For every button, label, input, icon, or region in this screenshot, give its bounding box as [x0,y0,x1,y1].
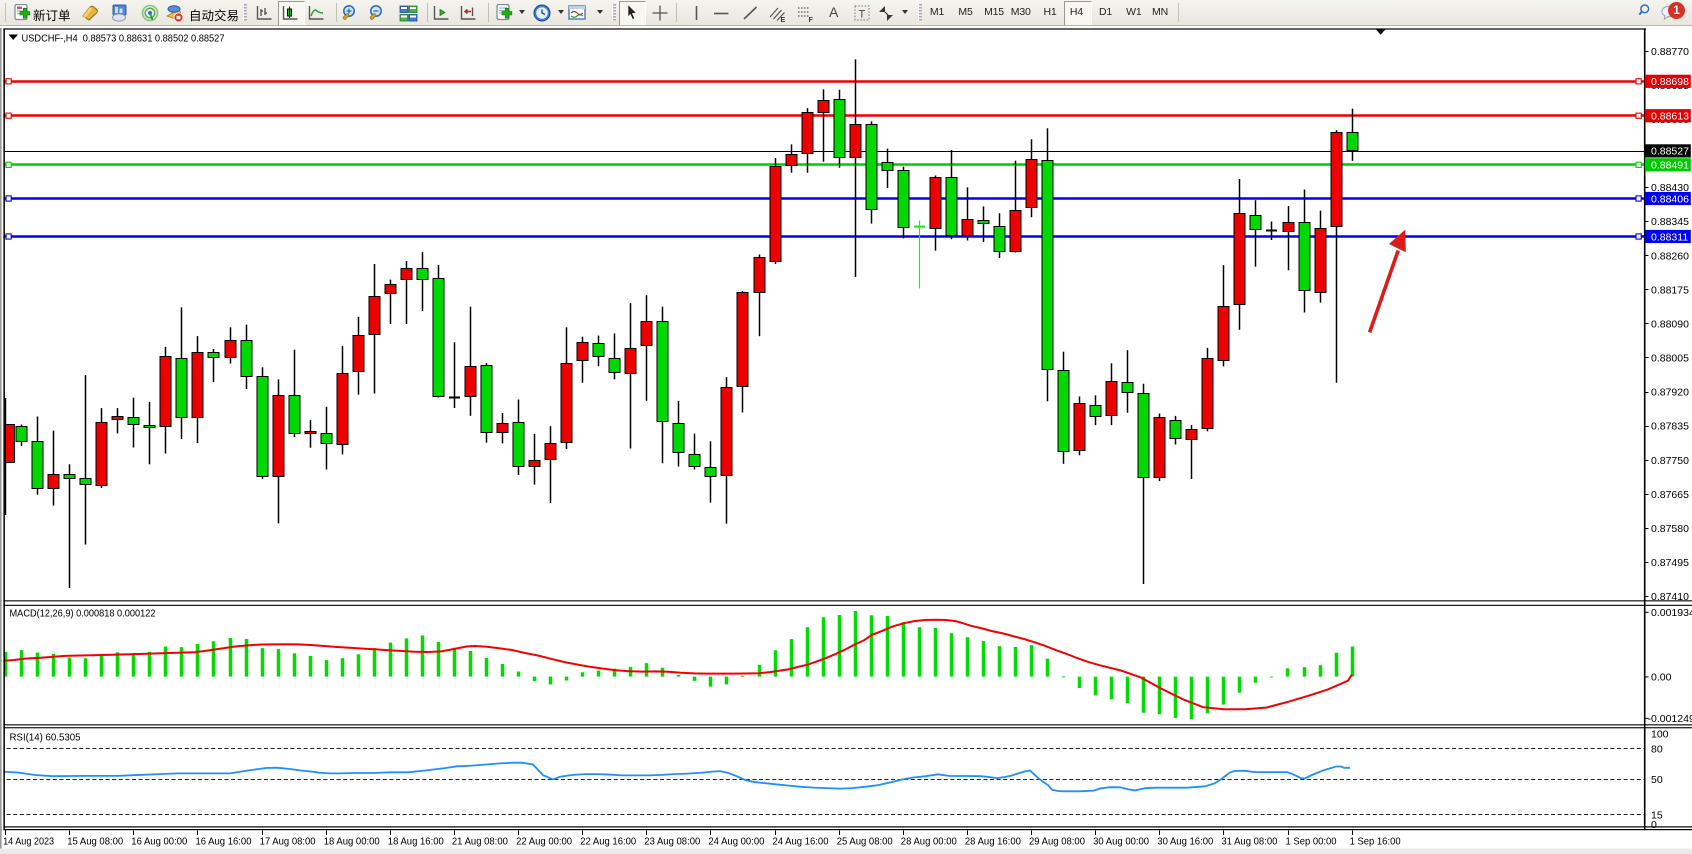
svg-text:0.87495: 0.87495 [1651,557,1689,569]
svg-text:0.88698: 0.88698 [1651,76,1689,88]
svg-text:0.87835: 0.87835 [1651,421,1689,433]
svg-text:0.00: 0.00 [1651,672,1672,684]
svg-text:100: 100 [1651,729,1669,741]
svg-text:0.87920: 0.87920 [1651,387,1689,399]
svg-text:21 Aug 08:00: 21 Aug 08:00 [452,836,508,848]
svg-text:16 Aug 16:00: 16 Aug 16:00 [196,836,252,848]
svg-text:15: 15 [1651,810,1663,822]
svg-text:0.88527: 0.88527 [1651,146,1689,158]
svg-text:0.88260: 0.88260 [1651,250,1689,262]
svg-text:0.88005: 0.88005 [1651,353,1689,365]
svg-text:31 Aug 08:00: 31 Aug 08:00 [1221,836,1277,848]
svg-text:28 Aug 16:00: 28 Aug 16:00 [965,836,1021,848]
svg-text:0.88613: 0.88613 [1651,111,1689,123]
svg-text:0.87580: 0.87580 [1651,523,1689,535]
svg-text:T: T [859,8,866,20]
svg-text:22 Aug 00:00: 22 Aug 00:00 [516,836,572,848]
svg-text:E: E [781,17,786,23]
svg-text:0: 0 [1651,819,1657,831]
svg-text:MACD(12,26,9) 0.000818 0.00012: MACD(12,26,9) 0.000818 0.000122 [10,608,156,620]
svg-text:0.88770: 0.88770 [1651,46,1689,58]
svg-text:0.87665: 0.87665 [1651,489,1689,501]
svg-text:28 Aug 00:00: 28 Aug 00:00 [901,836,957,848]
svg-text:0.88491: 0.88491 [1651,160,1689,172]
svg-text:16 Aug 00:00: 16 Aug 00:00 [131,836,187,848]
svg-text:0.88090: 0.88090 [1651,319,1689,331]
svg-text:-0.001249: -0.001249 [1648,713,1692,725]
svg-text:F: F [809,17,814,23]
svg-text:0.001934: 0.001934 [1651,607,1692,619]
svg-text:0.88430: 0.88430 [1651,182,1689,194]
svg-text:0.88406: 0.88406 [1651,193,1689,205]
svg-text:18 Aug 00:00: 18 Aug 00:00 [324,836,380,848]
svg-text:50: 50 [1651,774,1663,786]
svg-text:22 Aug 16:00: 22 Aug 16:00 [580,836,636,848]
svg-text:0.87750: 0.87750 [1651,455,1689,467]
svg-text:30 Aug 00:00: 30 Aug 00:00 [1093,836,1149,848]
svg-text:17 Aug 08:00: 17 Aug 08:00 [260,836,316,848]
svg-text:23 Aug 08:00: 23 Aug 08:00 [644,836,700,848]
svg-text:25 Aug 08:00: 25 Aug 08:00 [837,836,893,848]
svg-text:USDCHF-,H4 0.88573 0.88631 0.: USDCHF-,H4 0.88573 0.88631 0.88502 0.885… [22,33,225,45]
svg-text:0.88311: 0.88311 [1651,231,1688,243]
svg-text:24 Aug 16:00: 24 Aug 16:00 [773,836,829,848]
svg-text:80: 80 [1651,744,1663,756]
svg-text:1 Sep 16:00: 1 Sep 16:00 [1350,836,1401,848]
svg-text:29 Aug 08:00: 29 Aug 08:00 [1029,836,1085,848]
svg-text:0.88175: 0.88175 [1651,284,1689,296]
svg-text:30 Aug 16:00: 30 Aug 16:00 [1157,836,1213,848]
svg-text:15 Aug 08:00: 15 Aug 08:00 [67,836,123,848]
svg-text:24 Aug 00:00: 24 Aug 00:00 [708,836,764,848]
svg-text:14 Aug 2023: 14 Aug 2023 [3,836,54,848]
svg-text:18 Aug 16:00: 18 Aug 16:00 [388,836,444,848]
svg-text:0.87410: 0.87410 [1651,591,1689,603]
svg-text:0.88345: 0.88345 [1651,216,1689,228]
svg-text:RSI(14) 60.5305: RSI(14) 60.5305 [10,732,81,744]
svg-text:1 Sep 00:00: 1 Sep 00:00 [1286,836,1337,848]
